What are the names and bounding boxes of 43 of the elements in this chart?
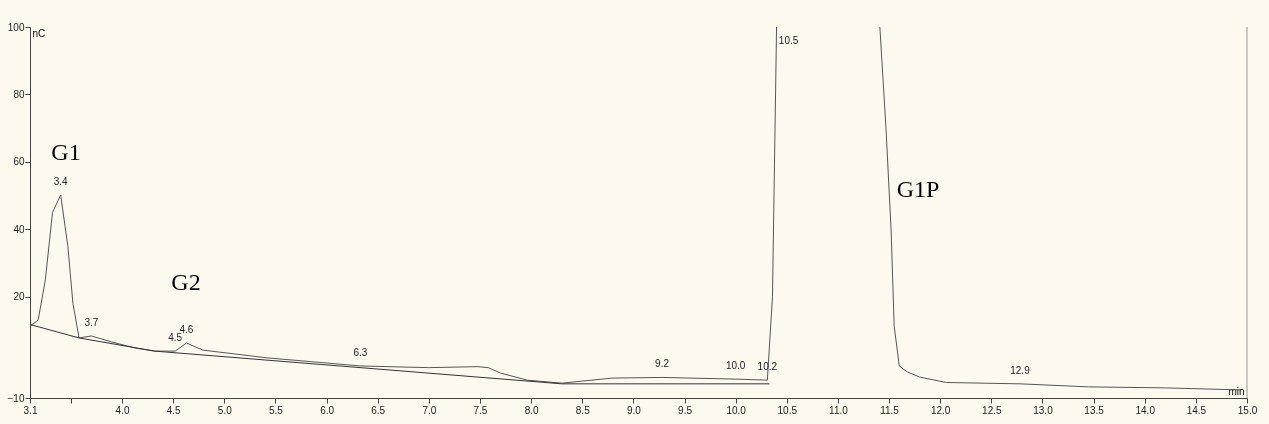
- x-tick-label: 3.1: [23, 404, 38, 416]
- x-tick-label: 10.0: [726, 404, 747, 416]
- x-tick-label: 6.5: [371, 404, 386, 416]
- annotation: 10.2: [757, 361, 778, 373]
- y-tick-label: 40: [13, 223, 25, 235]
- x-tick-label: 5.5: [268, 404, 284, 416]
- x-tick-label: 9.5: [678, 404, 693, 416]
- annotation: G1P: [896, 176, 940, 202]
- x-tick-label: 12.5: [982, 404, 1002, 416]
- annotation: G1: [51, 139, 81, 165]
- x-tick-label: 11.0: [829, 404, 849, 416]
- x-tick-label: 8.0: [524, 404, 539, 416]
- annotation: 6.3: [353, 346, 368, 358]
- x-tick-label: 12.0: [930, 404, 951, 416]
- y-tick-label: 80: [13, 88, 25, 100]
- annotation: 3.7: [84, 316, 99, 328]
- x-tick-label: 10.5: [777, 404, 798, 416]
- x-tick-label: 14.0: [1135, 404, 1156, 416]
- x-tick-label: 13.5: [1084, 404, 1105, 416]
- x-tick-label: 5.0: [217, 404, 233, 416]
- x-tick-label: 4.0: [115, 404, 130, 416]
- y-tick-label: 60: [13, 156, 25, 168]
- annotation: 3.4: [53, 175, 69, 187]
- x-tick-label: 8.5: [575, 404, 591, 416]
- annotation: 10.5: [778, 35, 799, 46]
- x-tick-label: 7.5: [473, 404, 488, 416]
- x-tick-label: 4.5: [166, 404, 182, 416]
- x-tick-label: 13.0: [1033, 404, 1054, 416]
- x-axis-title: min: [1228, 385, 1245, 397]
- x-tick-label: 6.0: [320, 404, 335, 416]
- x-tick-label: 7.0: [422, 404, 437, 416]
- y-axis-title: nC: [32, 27, 46, 39]
- annotation: G2: [171, 269, 201, 295]
- annotation: 10.0: [725, 360, 746, 372]
- y-tick-label: 20: [13, 291, 25, 303]
- x-tick-label: 11.5: [880, 404, 900, 416]
- annotation: 12.9: [1010, 364, 1031, 376]
- x-tick-label: 14.5: [1186, 404, 1207, 416]
- x-tick-label: 9.0: [626, 404, 642, 416]
- y-tick-label: −10: [7, 392, 25, 404]
- annotation: 9.2: [655, 358, 670, 370]
- y-tick-label: 100: [7, 21, 25, 33]
- x-tick-label: 15.0: [1237, 404, 1258, 416]
